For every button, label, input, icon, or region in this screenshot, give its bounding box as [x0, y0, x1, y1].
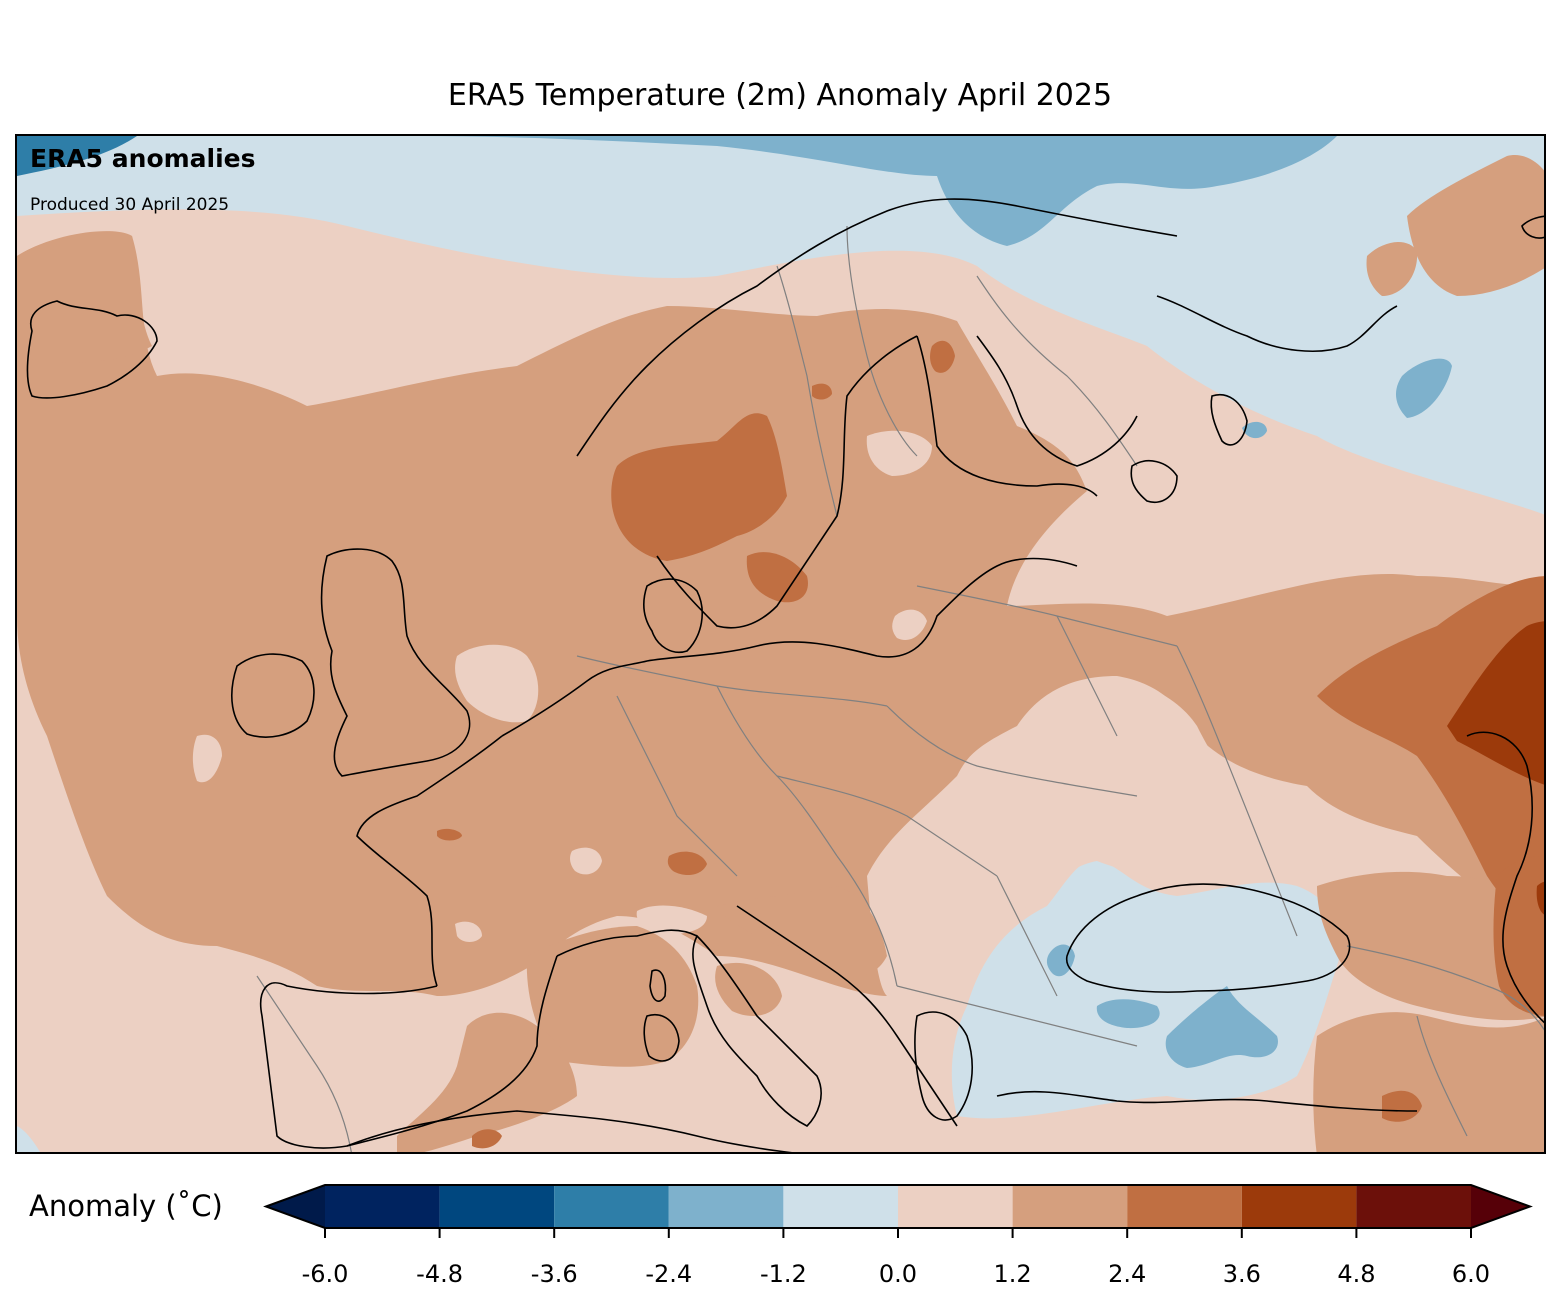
anomaly-region-iceland-warm	[17, 232, 152, 363]
coastline-sardinia	[643, 1014, 680, 1062]
anomaly-region-ukraine-light	[893, 680, 1341, 934]
colorbar-bin-2	[554, 1185, 669, 1228]
colorbar-ticks: -6.0 -4.8 -3.6 -2.4 -1.2 0.0 1.2 2.4 3.6 4.8 6.0	[302, 1228, 1490, 1288]
coastline-sweden-baltic	[656, 335, 918, 629]
anomaly-region-atlantic-light	[192, 734, 222, 783]
colorbar-tick-label: 6.0	[1452, 1260, 1490, 1288]
colorbar-over-arrow	[1471, 1185, 1530, 1228]
colorbar-bin-9	[1356, 1185, 1471, 1228]
anomaly-region-iberia-edge-cold	[17, 1126, 40, 1152]
colorbar-tick-label: -4.8	[416, 1260, 463, 1288]
colorbar-label: Anomaly (˚C)	[29, 1189, 223, 1223]
colorbar-bin-1	[439, 1185, 555, 1228]
anomaly-region-uk-light	[455, 644, 539, 723]
anomaly-region-caspian-dark	[1493, 856, 1544, 1016]
anomaly-region-volga-cold	[1395, 358, 1452, 418]
anomaly-region-balkan-warm	[717, 886, 887, 976]
colorbar-tick-label: -1.2	[760, 1260, 807, 1288]
colorbar-tick-label: 1.2	[994, 1260, 1032, 1288]
anomaly-region-atlantic-warm	[17, 231, 1544, 996]
coastline-ireland	[231, 653, 315, 738]
colorbar-bin-4	[783, 1185, 898, 1228]
coastline-turkey-south	[996, 1090, 1418, 1112]
colorbar-tick-label: -2.4	[645, 1260, 692, 1288]
coastline-iceland	[26, 300, 158, 399]
anomaly-region-russia-dark	[1317, 576, 1544, 934]
colorbar-tick-label: -6.0	[302, 1260, 349, 1288]
coastline-greece	[914, 1011, 973, 1121]
coastline-white-sea	[1156, 295, 1398, 352]
coastline-black-sea	[1065, 883, 1351, 993]
coastlines	[26, 198, 1544, 1152]
colorbar-tick-label: 3.6	[1223, 1260, 1261, 1288]
anomaly-region-morocco-dark	[472, 1129, 502, 1149]
colorbar-tick-label: 2.4	[1108, 1260, 1146, 1288]
colorbar-tick-label: 4.8	[1337, 1260, 1375, 1288]
anomaly-region-alps-dark	[667, 851, 707, 876]
coastline-lake-onega	[1210, 394, 1248, 446]
anomaly-region-pyrenees-light	[455, 921, 482, 942]
anomaly-region-aegean-cold	[1096, 999, 1160, 1029]
colorbar-bin-5	[898, 1185, 1013, 1228]
coastline-lake-ladoga	[1130, 460, 1178, 503]
anomaly-region-arctic-dark	[17, 136, 137, 176]
colorbar-bin-0	[325, 1185, 440, 1228]
colorbar-under-arrow	[266, 1185, 325, 1228]
anomaly-region-gulf-cold	[1242, 421, 1267, 439]
colorbar-outline	[263, 1184, 1533, 1229]
colorbar-bin-6	[1012, 1185, 1128, 1228]
anomaly-region-finland-dark	[930, 340, 955, 373]
coastline-norway	[576, 198, 1178, 457]
anomaly-region-kola-warm	[1366, 241, 1418, 296]
coastline-finland	[976, 335, 1138, 467]
coastline-adriatic	[736, 905, 958, 1127]
anomaly-region-italy-warm	[526, 926, 699, 1067]
coastline-italy	[692, 934, 822, 1127]
anomaly-region-sweden-dark	[746, 552, 808, 603]
map-panel	[15, 134, 1546, 1154]
anomaly-region-arctic-mid	[17, 136, 1337, 246]
anomaly-region-gdansk-light	[892, 609, 927, 641]
anomaly-region-norway-dark	[611, 413, 787, 561]
colorbar-bins	[325, 1185, 1471, 1228]
colorbar-bin-8	[1241, 1185, 1357, 1228]
anomaly-region-turkey-east-warm	[1313, 1012, 1544, 1152]
coastline-continental-north	[501, 557, 1078, 737]
country-borders	[256, 225, 1544, 1152]
anomaly-region-arctic-cold	[17, 136, 1544, 515]
colorbar-bin-7	[1127, 1185, 1242, 1228]
colorbar-tick-label: -3.6	[531, 1260, 578, 1288]
annotation-produced-date: Produced 30 April 2025	[30, 195, 230, 215]
map-title: ERA5 Temperature (2m) Anomaly April 2025	[447, 78, 1113, 113]
annotation-heading: ERA5 anomalies	[30, 144, 256, 173]
anomaly-region-iberia-south-warm	[397, 1012, 577, 1152]
anomaly-region-north-dark	[812, 383, 832, 400]
anomaly-region-bay-light	[570, 847, 602, 875]
anomaly-region-baltic-light	[866, 430, 932, 476]
colorbar-bin-3	[668, 1185, 784, 1228]
coastline-france-atlantic	[356, 735, 503, 987]
coastline-caspian	[1466, 731, 1544, 1024]
coastline-med-france	[556, 929, 698, 957]
anomaly-region-russia-darker	[1447, 621, 1544, 785]
coastline-north-africa	[346, 1110, 792, 1152]
anomaly-region-turkey-dark	[1382, 1090, 1422, 1122]
coastline-great-britain	[320, 548, 471, 777]
anomaly-region-russia-north-warm	[1407, 155, 1544, 296]
anomaly-region-alps-light	[636, 905, 707, 935]
anomaly-map	[17, 136, 1544, 1152]
anomaly-region-caucasus-warm	[1317, 871, 1544, 1021]
anomaly-region-anatolia-cold	[1165, 986, 1278, 1068]
anomaly-region-france-dark	[437, 828, 462, 841]
coastline-gulf-bothnia	[916, 335, 1098, 497]
coastline-novaya	[1521, 215, 1544, 239]
coastline-iberia	[260, 955, 558, 1149]
anomaly-region-caspian-darker	[1536, 881, 1544, 915]
colorbar-tick-label: 0.0	[879, 1260, 917, 1288]
anomaly-region-adriatic-warm	[715, 962, 782, 1016]
coastline-denmark	[642, 578, 703, 653]
coastline-corsica	[649, 969, 667, 1002]
